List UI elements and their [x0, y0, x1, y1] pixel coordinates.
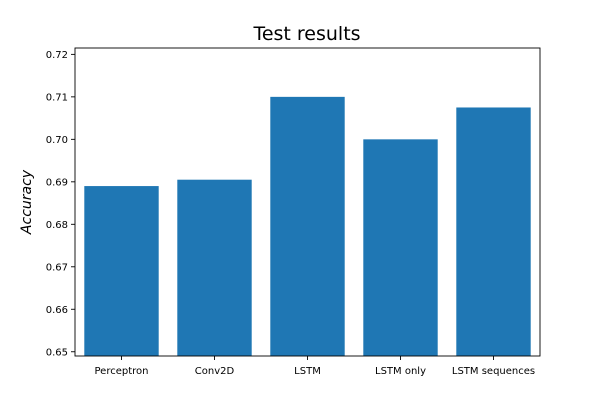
plot-area-frame: [74, 47, 541, 357]
x-tick-label: LSTM: [294, 366, 321, 377]
bars-layer: [84, 96, 531, 357]
y-axis-label: Accuracy: [19, 169, 35, 235]
y-tick-label: 0.70: [46, 135, 68, 146]
y-tick-label: 0.69: [46, 177, 68, 188]
x-ticks-layer: Perceptron Conv2D LSTM LSTM only LSTM sequen…: [95, 356, 535, 377]
x-tick-label: LSTM sequences: [452, 366, 535, 377]
bar-lstm-only: [363, 139, 438, 356]
y-tick-label: 0.65: [46, 347, 68, 358]
bar-perceptron: [84, 186, 159, 356]
x-tick-label: Perceptron: [95, 366, 149, 377]
y-tick-label: 0.66: [46, 305, 68, 316]
y-tick-label: 0.67: [46, 262, 68, 273]
y-tick-label: 0.68: [46, 220, 68, 231]
y-tick-label: 0.71: [46, 92, 68, 103]
bar-lstm: [270, 96, 345, 357]
x-tick-label: Conv2D: [195, 366, 235, 377]
x-tick-label: LSTM only: [375, 366, 426, 377]
y-tick-label: 0.72: [46, 50, 68, 61]
y-ticks-layer: 0.65 0.66 0.67 0.68 0.69 0.70 0.71 0.72: [46, 50, 75, 358]
bar-conv2d: [177, 179, 252, 356]
chart-title: Test results: [252, 23, 360, 45]
bar-lstm-sequences: [456, 107, 531, 356]
